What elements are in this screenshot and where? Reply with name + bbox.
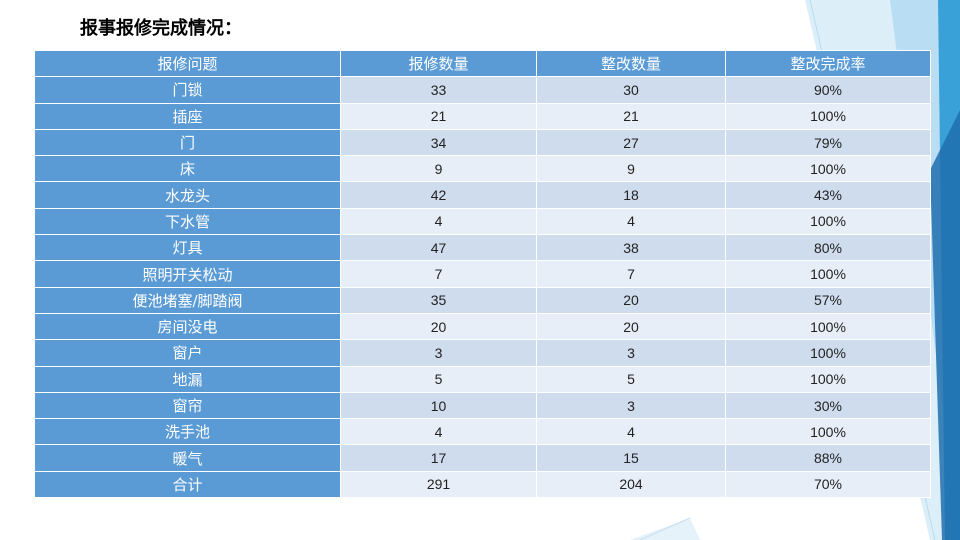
- completion-rate-cell: 90%: [725, 76, 931, 104]
- header-cell: 整改完成率: [725, 49, 931, 78]
- completion-rate-cell: 100%: [725, 312, 931, 341]
- table-row: 水龙头 42 18 43%: [34, 181, 931, 209]
- issue-name-cell: 灯具: [34, 234, 341, 262]
- fixed-count-cell: 4: [536, 418, 726, 446]
- reported-count-cell: 10: [340, 391, 537, 420]
- table-row: 窗帘 10 3 30%: [34, 391, 931, 420]
- header-cell: 整改数量: [536, 49, 726, 78]
- table-row: 房间没电 20 20 100%: [34, 312, 931, 341]
- table-row: 下水管 4 4 100%: [34, 207, 931, 236]
- repair-status-table: 报修问题 报修数量 整改数量 整改完成率 门锁 33 30 90% 插座 21 21 100%…: [34, 49, 931, 499]
- table-row: 插座 21 21 100%: [34, 102, 931, 130]
- fixed-count-cell: 3: [536, 339, 726, 367]
- reported-count-cell: 33: [340, 76, 537, 104]
- table-row: 门锁 33 30 90%: [34, 76, 931, 104]
- table-row: 窗户 3 3 100%: [34, 339, 931, 367]
- issue-name-cell: 地漏: [34, 365, 341, 393]
- reported-count-cell: 47: [340, 234, 537, 262]
- completion-rate-cell: 43%: [725, 181, 931, 209]
- fixed-count-cell: 20: [536, 312, 726, 341]
- fixed-count-cell: 18: [536, 181, 726, 209]
- issue-name-cell: 房间没电: [34, 312, 341, 341]
- reported-count-cell: 42: [340, 181, 537, 209]
- completion-rate-cell: 100%: [725, 155, 931, 183]
- reported-count-cell: 35: [340, 286, 537, 314]
- table-row: 门 34 27 79%: [34, 128, 931, 157]
- header-cell: 报修问题: [34, 49, 341, 78]
- issue-name-cell: 便池堵塞/脚踏阀: [34, 286, 341, 314]
- reported-count-cell: 291: [340, 470, 537, 499]
- table-row: 洗手池 4 4 100%: [34, 418, 931, 446]
- issue-name-cell: 门锁: [34, 76, 341, 104]
- table-row: 灯具 47 38 80%: [34, 234, 931, 262]
- issue-name-cell: 插座: [34, 102, 341, 130]
- reported-count-cell: 20: [340, 312, 537, 341]
- issue-name-cell: 合计: [34, 470, 341, 499]
- fixed-count-cell: 9: [536, 155, 726, 183]
- table-row: 合计 291 204 70%: [34, 470, 931, 499]
- page-title: 报事报修完成情况：: [80, 18, 242, 39]
- reported-count-cell: 4: [340, 207, 537, 236]
- table-row: 地漏 5 5 100%: [34, 365, 931, 393]
- completion-rate-cell: 100%: [725, 207, 931, 236]
- fixed-count-cell: 5: [536, 365, 726, 393]
- fixed-count-cell: 27: [536, 128, 726, 157]
- reported-count-cell: 21: [340, 102, 537, 130]
- issue-name-cell: 洗手池: [34, 418, 341, 446]
- fixed-count-cell: 3: [536, 391, 726, 420]
- completion-rate-cell: 70%: [725, 470, 931, 499]
- issue-name-cell: 下水管: [34, 207, 341, 236]
- header-cell: 报修数量: [340, 49, 537, 78]
- completion-rate-cell: 100%: [725, 365, 931, 393]
- reported-count-cell: 5: [340, 365, 537, 393]
- fixed-count-cell: 204: [536, 470, 726, 499]
- reported-count-cell: 34: [340, 128, 537, 157]
- completion-rate-cell: 100%: [725, 260, 931, 288]
- completion-rate-cell: 100%: [725, 418, 931, 446]
- fixed-count-cell: 4: [536, 207, 726, 236]
- reported-count-cell: 4: [340, 418, 537, 446]
- issue-name-cell: 窗帘: [34, 391, 341, 420]
- table-row: 暖气 17 15 88%: [34, 444, 931, 472]
- completion-rate-cell: 79%: [725, 128, 931, 157]
- issue-name-cell: 窗户: [34, 339, 341, 367]
- fixed-count-cell: 15: [536, 444, 726, 472]
- completion-rate-cell: 100%: [725, 339, 931, 367]
- completion-rate-cell: 100%: [725, 102, 931, 130]
- reported-count-cell: 9: [340, 155, 537, 183]
- table-row: 便池堵塞/脚踏阀 35 20 57%: [34, 286, 931, 314]
- completion-rate-cell: 80%: [725, 234, 931, 262]
- completion-rate-cell: 57%: [725, 286, 931, 314]
- fixed-count-cell: 30: [536, 76, 726, 104]
- issue-name-cell: 水龙头: [34, 181, 341, 209]
- fixed-count-cell: 20: [536, 286, 726, 314]
- issue-name-cell: 门: [34, 128, 341, 157]
- completion-rate-cell: 88%: [725, 444, 931, 472]
- reported-count-cell: 17: [340, 444, 537, 472]
- fixed-count-cell: 38: [536, 234, 726, 262]
- issue-name-cell: 暖气: [34, 444, 341, 472]
- fixed-count-cell: 7: [536, 260, 726, 288]
- reported-count-cell: 7: [340, 260, 537, 288]
- fixed-count-cell: 21: [536, 102, 726, 130]
- table-header-row: 报修问题 报修数量 整改数量 整改完成率: [34, 49, 931, 78]
- completion-rate-cell: 30%: [725, 391, 931, 420]
- reported-count-cell: 3: [340, 339, 537, 367]
- issue-name-cell: 照明开关松动: [34, 260, 341, 288]
- issue-name-cell: 床: [34, 155, 341, 183]
- table-row: 床 9 9 100%: [34, 155, 931, 183]
- table-row: 照明开关松动 7 7 100%: [34, 260, 931, 288]
